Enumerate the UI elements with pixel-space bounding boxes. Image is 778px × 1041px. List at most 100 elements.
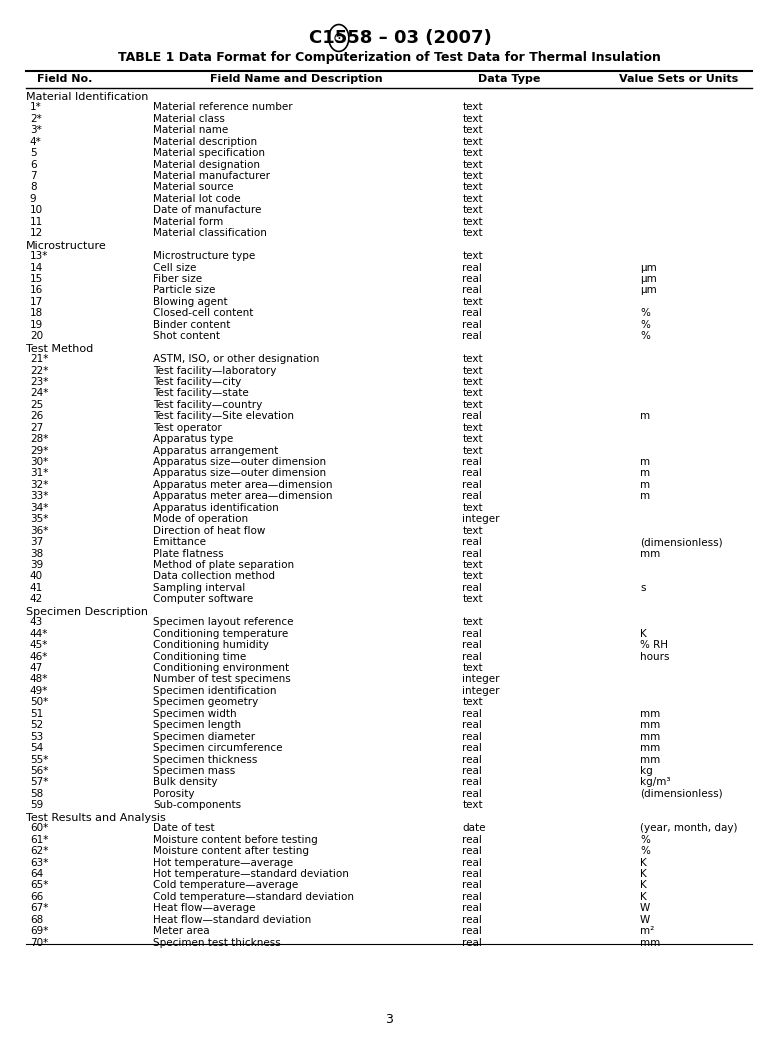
Text: 64: 64 <box>30 869 43 879</box>
Text: text: text <box>462 228 483 238</box>
Text: 7: 7 <box>30 171 37 181</box>
Text: 26: 26 <box>30 411 43 422</box>
Text: 42: 42 <box>30 594 43 605</box>
Text: mm: mm <box>640 549 661 559</box>
Text: real: real <box>462 743 482 753</box>
Text: (year, month, day): (year, month, day) <box>640 823 738 833</box>
Text: m: m <box>640 457 650 467</box>
Text: real: real <box>462 892 482 902</box>
Text: Value Sets or Units: Value Sets or Units <box>619 74 738 84</box>
Text: 29*: 29* <box>30 446 48 456</box>
Text: text: text <box>462 446 483 456</box>
Text: 39: 39 <box>30 560 43 570</box>
Text: 49*: 49* <box>30 686 48 695</box>
Text: Material manufacturer: Material manufacturer <box>153 171 271 181</box>
Text: Heat flow—average: Heat flow—average <box>153 904 256 913</box>
Text: integer: integer <box>462 686 500 695</box>
Text: text: text <box>462 801 483 810</box>
Text: 50*: 50* <box>30 697 48 707</box>
Text: ASTM, ISO, or other designation: ASTM, ISO, or other designation <box>153 354 320 364</box>
Text: 40: 40 <box>30 572 43 582</box>
Text: mm: mm <box>640 709 661 718</box>
Text: 36*: 36* <box>30 526 48 536</box>
Text: 13*: 13* <box>30 251 48 261</box>
Text: K: K <box>640 858 647 867</box>
Text: integer: integer <box>462 514 500 525</box>
Text: 32*: 32* <box>30 480 48 490</box>
Text: C1558 – 03 (2007): C1558 – 03 (2007) <box>309 29 492 47</box>
Text: text: text <box>462 171 483 181</box>
Text: (dimensionless): (dimensionless) <box>640 537 723 548</box>
Text: Fiber size: Fiber size <box>153 274 202 284</box>
Text: Blowing agent: Blowing agent <box>153 297 228 307</box>
Text: 3: 3 <box>385 1013 393 1026</box>
Text: mm: mm <box>640 720 661 730</box>
Text: real: real <box>462 766 482 776</box>
Text: real: real <box>462 915 482 924</box>
Text: 45*: 45* <box>30 640 48 651</box>
Text: real: real <box>462 778 482 787</box>
Text: 12: 12 <box>30 228 43 238</box>
Text: 66: 66 <box>30 892 43 902</box>
Text: Material description: Material description <box>153 136 258 147</box>
Text: 10: 10 <box>30 205 43 215</box>
Text: Hot temperature—average: Hot temperature—average <box>153 858 293 867</box>
Text: Shot content: Shot content <box>153 331 220 341</box>
Text: 58: 58 <box>30 789 43 798</box>
Text: Mode of operation: Mode of operation <box>153 514 248 525</box>
Text: 14: 14 <box>30 262 43 273</box>
Text: Specimen test thickness: Specimen test thickness <box>153 938 281 947</box>
Text: Particle size: Particle size <box>153 285 216 296</box>
Text: %: % <box>640 308 650 319</box>
Text: μm: μm <box>640 262 657 273</box>
Text: Data collection method: Data collection method <box>153 572 275 582</box>
Text: real: real <box>462 846 482 856</box>
Text: Material form: Material form <box>153 217 223 227</box>
Text: real: real <box>462 285 482 296</box>
Text: 6: 6 <box>30 159 37 170</box>
Text: real: real <box>462 537 482 548</box>
Text: real: real <box>462 789 482 798</box>
Text: real: real <box>462 732 482 741</box>
Text: text: text <box>462 217 483 227</box>
Text: Field Name and Description: Field Name and Description <box>210 74 383 84</box>
Text: Material specification: Material specification <box>153 148 265 158</box>
Text: 56*: 56* <box>30 766 48 776</box>
Text: real: real <box>462 457 482 467</box>
Text: Material classification: Material classification <box>153 228 268 238</box>
Text: real: real <box>462 411 482 422</box>
Text: Heat flow—standard deviation: Heat flow—standard deviation <box>153 915 312 924</box>
Text: 67*: 67* <box>30 904 48 913</box>
Text: Apparatus arrangement: Apparatus arrangement <box>153 446 279 456</box>
Text: ⊙: ⊙ <box>332 30 345 46</box>
Text: 60*: 60* <box>30 823 48 833</box>
Text: 38: 38 <box>30 549 43 559</box>
Text: Test operator: Test operator <box>153 423 223 433</box>
Text: Apparatus type: Apparatus type <box>153 434 233 445</box>
Text: 27: 27 <box>30 423 43 433</box>
Text: Bulk density: Bulk density <box>153 778 218 787</box>
Text: 70*: 70* <box>30 938 48 947</box>
Text: real: real <box>462 904 482 913</box>
Text: text: text <box>462 113 483 124</box>
Text: 55*: 55* <box>30 755 48 764</box>
Text: 53: 53 <box>30 732 43 741</box>
Text: 37: 37 <box>30 537 43 548</box>
Text: TABLE 1 Data Format for Computerization of Test Data for Thermal Insulation: TABLE 1 Data Format for Computerization … <box>117 51 661 65</box>
Text: Specimen Description: Specimen Description <box>26 607 148 616</box>
Text: 47: 47 <box>30 663 43 672</box>
Text: real: real <box>462 549 482 559</box>
Text: 35*: 35* <box>30 514 48 525</box>
Text: 1*: 1* <box>30 102 41 112</box>
Text: text: text <box>462 102 483 112</box>
Text: Sub-components: Sub-components <box>153 801 241 810</box>
Text: W: W <box>640 904 650 913</box>
Text: real: real <box>462 308 482 319</box>
Text: Binder content: Binder content <box>153 320 231 330</box>
Text: 2*: 2* <box>30 113 41 124</box>
Text: text: text <box>462 572 483 582</box>
Text: Apparatus meter area—dimension: Apparatus meter area—dimension <box>153 491 333 502</box>
Text: 43: 43 <box>30 617 43 628</box>
Text: 31*: 31* <box>30 468 48 479</box>
Text: Material designation: Material designation <box>153 159 261 170</box>
